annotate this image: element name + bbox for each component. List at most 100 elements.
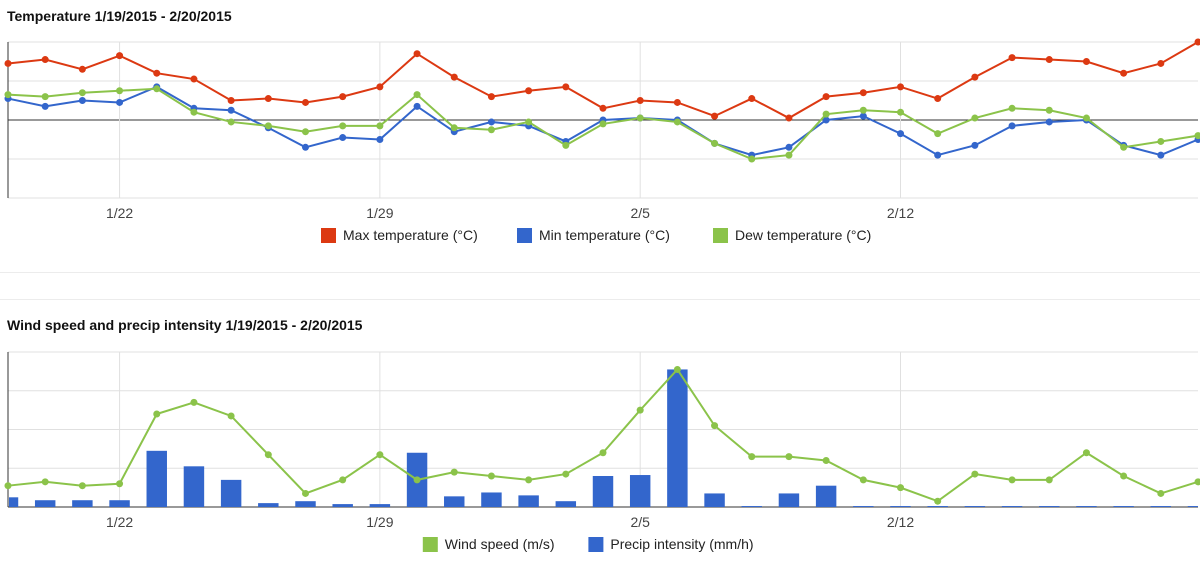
x-tick-label: 2/12 xyxy=(887,205,914,221)
data-point xyxy=(1045,118,1053,126)
data-point xyxy=(636,114,644,122)
data-point xyxy=(264,95,272,103)
data-point xyxy=(376,451,384,459)
x-tick-label: 2/12 xyxy=(887,514,914,530)
data-point xyxy=(264,451,272,459)
precip-bar xyxy=(9,497,19,507)
data-point xyxy=(525,476,533,484)
data-point xyxy=(227,118,235,126)
data-point xyxy=(822,110,830,118)
precip-bar xyxy=(258,503,279,507)
wind-precip-chart-title: Wind speed and precip intensity 1/19/201… xyxy=(7,317,363,333)
data-point xyxy=(302,143,309,151)
data-point xyxy=(339,93,347,101)
data-point xyxy=(599,120,607,128)
data-point xyxy=(748,155,756,163)
data-point xyxy=(413,50,421,58)
data-point xyxy=(413,476,421,484)
data-point xyxy=(302,98,309,106)
data-point xyxy=(116,52,124,60)
precip-bar xyxy=(890,506,911,507)
precip-bar xyxy=(1076,506,1097,507)
legend-swatch xyxy=(422,537,438,552)
data-point xyxy=(785,453,793,461)
data-point xyxy=(934,130,942,138)
precip-bar xyxy=(927,506,948,507)
precip-bar xyxy=(704,493,725,507)
data-point xyxy=(897,130,904,138)
data-point xyxy=(822,93,830,101)
legend-label: Wind speed (m/s) xyxy=(445,536,555,552)
precip-bar xyxy=(146,450,167,507)
data-point xyxy=(785,114,793,122)
precip-bar xyxy=(518,495,539,507)
legend-label: Max temperature (°C) xyxy=(343,227,478,243)
data-point xyxy=(78,97,86,104)
x-tick-label: 1/29 xyxy=(366,205,393,221)
precip-bar xyxy=(964,506,986,507)
x-tick-label: 2/5 xyxy=(630,514,650,530)
data-point xyxy=(450,124,458,132)
data-point xyxy=(859,89,867,97)
data-point xyxy=(711,422,719,430)
data-point xyxy=(227,97,235,104)
data-point xyxy=(1120,143,1128,151)
data-point xyxy=(562,141,570,149)
data-point xyxy=(78,65,86,73)
data-point xyxy=(339,476,347,484)
data-point xyxy=(4,91,12,99)
data-point xyxy=(1194,38,1200,46)
legend-label: Precip intensity (mm/h) xyxy=(610,536,753,552)
data-point xyxy=(934,151,942,159)
legend-swatch xyxy=(588,537,604,552)
data-point xyxy=(227,412,235,420)
data-point xyxy=(525,118,533,126)
precip-bar xyxy=(332,504,353,507)
data-point xyxy=(339,122,347,130)
data-point xyxy=(1194,478,1200,486)
data-point xyxy=(859,112,867,120)
data-point xyxy=(673,365,681,373)
data-point xyxy=(636,97,644,104)
data-point xyxy=(41,56,49,64)
data-point xyxy=(673,118,681,126)
x-tick-label: 2/5 xyxy=(630,205,650,221)
precip-bar xyxy=(629,475,651,507)
data-point xyxy=(339,134,347,142)
data-point xyxy=(153,69,161,77)
data-point xyxy=(376,136,384,143)
data-point xyxy=(859,106,867,114)
divider xyxy=(0,272,1200,273)
precip-bar xyxy=(183,466,205,507)
data-point xyxy=(413,91,421,99)
data-point xyxy=(785,151,793,159)
precip-bar xyxy=(72,500,93,507)
data-point xyxy=(934,95,942,103)
data-point xyxy=(1045,56,1053,64)
data-point xyxy=(785,143,793,151)
data-point xyxy=(1008,54,1016,62)
data-point xyxy=(1194,132,1200,140)
data-point xyxy=(190,108,198,116)
data-point xyxy=(487,126,495,134)
precip-bar xyxy=(592,476,614,507)
data-point xyxy=(116,98,124,106)
data-point xyxy=(599,449,607,457)
precip-bar xyxy=(1150,506,1172,507)
precip-bar xyxy=(444,496,465,507)
data-point xyxy=(859,476,867,484)
precip-bar xyxy=(853,506,874,507)
x-tick-label: 1/22 xyxy=(106,514,133,530)
precip-bar xyxy=(555,501,577,507)
precip-bar xyxy=(741,506,762,507)
precip-bar xyxy=(1187,506,1198,507)
data-point xyxy=(711,139,719,147)
legend-label: Dew temperature (°C) xyxy=(735,227,871,243)
data-point xyxy=(487,472,495,480)
data-point xyxy=(450,73,458,81)
data-point xyxy=(1157,489,1165,497)
data-point xyxy=(1157,151,1165,159)
data-point xyxy=(376,122,384,130)
data-point xyxy=(822,457,830,464)
data-point xyxy=(450,468,458,476)
